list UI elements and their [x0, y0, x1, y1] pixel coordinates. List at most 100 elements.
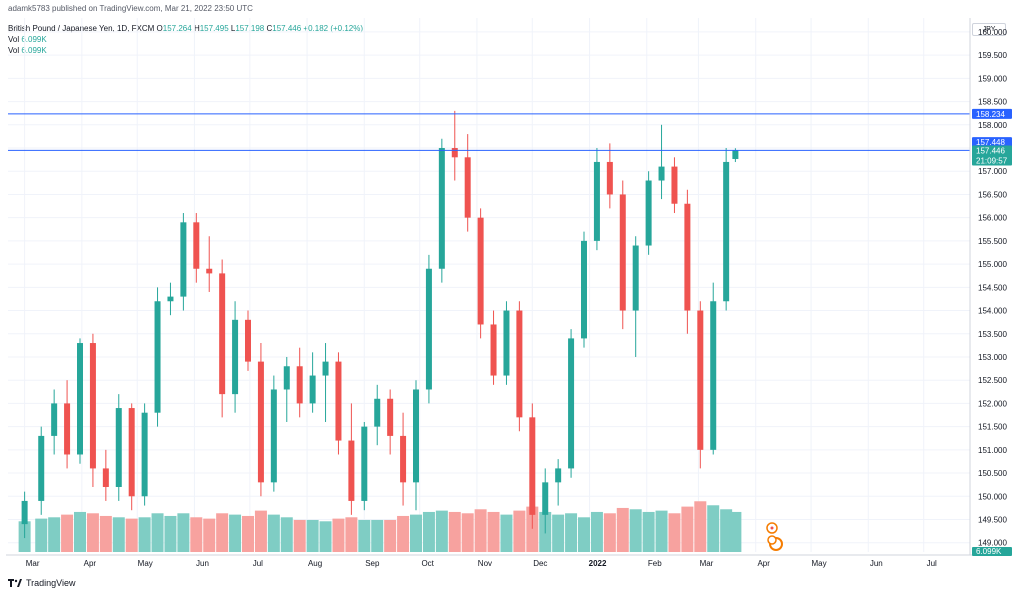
candle-body [619, 194, 626, 311]
price-tick-label: 155.500 [978, 237, 1007, 246]
volume-tag: 6.099K [976, 547, 1002, 556]
candle-body [697, 310, 704, 450]
candle-body [606, 161, 613, 195]
price-tick-label: 154.500 [978, 283, 1007, 292]
volume-bar [694, 501, 707, 552]
time-axis: Mar Apr May Jun Jul Aug Sep Oct Nov Dec 2022 Feb Mar… [26, 559, 937, 568]
candle-body [516, 310, 523, 418]
candle-body [89, 343, 96, 469]
vol-legend-1: Vol 6.099K [8, 35, 47, 44]
vol-value: 6.099K [21, 35, 47, 44]
volume-bar [500, 514, 513, 552]
volume-bar [681, 506, 694, 552]
time-tick-label: Nov [478, 559, 492, 568]
time-tick-label: Mar [26, 559, 40, 568]
volume-bar [267, 514, 280, 552]
volume-bar [242, 515, 254, 552]
candle-body [167, 296, 174, 302]
volume-tag-bg [972, 547, 1012, 556]
candle-body [732, 150, 739, 159]
time-tick-label: Jul [927, 559, 937, 568]
candle-body [542, 482, 549, 515]
volume-bar [526, 506, 539, 552]
time-tick-label: Sep [365, 559, 380, 568]
candle-body [671, 166, 678, 204]
tradingview-logo-icon [8, 579, 22, 587]
volume-bar [642, 511, 655, 552]
volume-bar [74, 511, 86, 552]
volume-bar [603, 513, 616, 552]
price-tick-label: 152.500 [978, 376, 1007, 385]
footer: TradingView [8, 578, 76, 588]
price-tick-label: 151.500 [978, 423, 1007, 432]
candle-body [477, 217, 484, 325]
price-tick-label: 152.000 [978, 399, 1007, 408]
volume-bar [319, 521, 332, 552]
candle-body [361, 426, 368, 501]
candle-body [400, 435, 407, 483]
vol-legend-2: Vol 6.099K [8, 46, 47, 55]
price-tick-label: 158.500 [978, 98, 1007, 107]
volume-bar [138, 517, 151, 552]
price-tick-label: 156.000 [978, 214, 1007, 223]
volume-bar [61, 514, 74, 552]
volume-bar [332, 518, 345, 552]
volume-bar [203, 518, 216, 552]
candle-body [723, 161, 730, 302]
candle-body [503, 310, 510, 376]
volume-bar [164, 515, 177, 552]
time-tick-label: 2022 [589, 559, 607, 568]
candle-body [115, 408, 122, 487]
low-label: L [230, 24, 236, 33]
price-tick-label: 154.000 [978, 307, 1007, 316]
time-tick-label: Jul [253, 559, 263, 568]
time-tick-label: Apr [757, 559, 770, 568]
vol-label: Vol [8, 35, 20, 44]
vol-value: 6.099K [21, 46, 47, 55]
candle-body [51, 403, 58, 436]
candle-body [413, 389, 419, 483]
volume-bar [384, 519, 397, 552]
candle-body [257, 361, 264, 483]
volume-bar [410, 514, 422, 552]
candle-body [593, 161, 600, 241]
price-tick-label: 160.000 [978, 28, 1007, 37]
volume-bar [125, 518, 138, 552]
volume-bar [397, 515, 410, 552]
candle-body [490, 324, 497, 376]
candle-body [219, 273, 226, 395]
candle-body [335, 361, 342, 441]
volume-bar [35, 518, 48, 552]
candle-body [232, 319, 239, 395]
volume-bar [112, 517, 125, 552]
candles [21, 110, 739, 539]
volume-bar [293, 519, 306, 552]
candle-body [283, 366, 290, 390]
volume-bar [280, 517, 293, 552]
candle-body [658, 166, 665, 181]
volume-bar [655, 510, 668, 552]
volume-bar [578, 517, 590, 552]
candle-body [206, 268, 213, 274]
currency-tag[interactable]: JPY [972, 23, 1006, 36]
candle-body [710, 301, 717, 450]
price-tick-label: 150.500 [978, 469, 1007, 478]
candle-body [193, 222, 200, 269]
volume-bar [345, 517, 358, 552]
chart-grid [8, 18, 970, 552]
vol-label: Vol [8, 46, 20, 55]
hline-upper-tag: 158.234 [976, 110, 1005, 119]
price-tick-label: 156.500 [978, 190, 1007, 199]
candle-body [309, 375, 316, 404]
candle-body [154, 301, 161, 413]
volume-bar [707, 505, 720, 552]
candle-body [141, 412, 148, 497]
price-tick-label: 151.000 [978, 446, 1007, 455]
candle-body [296, 366, 303, 404]
last-price-tag: 157.446 [976, 147, 1005, 156]
price-axis: 149.000 149.500 150.000 150.500 151.000 151.5… [978, 28, 1007, 548]
candle-body [270, 389, 277, 483]
candle-body [387, 398, 394, 436]
